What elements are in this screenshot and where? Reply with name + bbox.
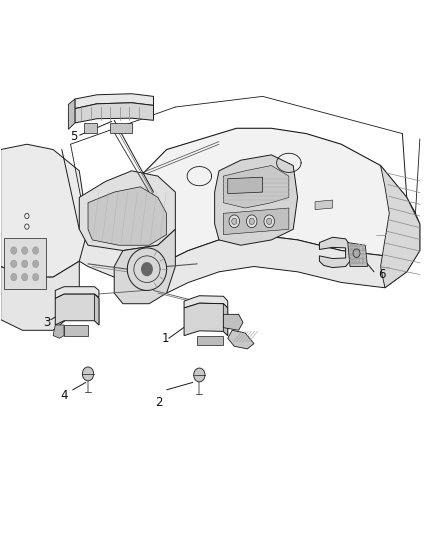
Circle shape: [194, 368, 205, 382]
Circle shape: [229, 215, 240, 228]
Polygon shape: [79, 171, 175, 251]
Circle shape: [267, 218, 272, 224]
Polygon shape: [228, 330, 254, 349]
Polygon shape: [184, 296, 228, 308]
Polygon shape: [223, 304, 228, 336]
Bar: [354, 248, 357, 251]
Polygon shape: [381, 165, 420, 288]
Circle shape: [249, 218, 254, 224]
Bar: [354, 244, 357, 247]
Polygon shape: [4, 238, 46, 289]
Polygon shape: [95, 294, 99, 325]
Polygon shape: [348, 243, 367, 266]
Bar: [354, 257, 357, 260]
Circle shape: [32, 247, 39, 254]
Circle shape: [264, 215, 275, 228]
Text: 6: 6: [378, 268, 386, 281]
Bar: [354, 253, 357, 255]
Bar: [350, 244, 353, 247]
Polygon shape: [319, 237, 350, 268]
Polygon shape: [223, 208, 289, 235]
Circle shape: [11, 247, 17, 254]
Circle shape: [21, 260, 28, 268]
Circle shape: [247, 215, 257, 228]
Bar: [358, 253, 360, 255]
Bar: [362, 248, 364, 251]
Polygon shape: [223, 165, 289, 208]
Circle shape: [11, 273, 17, 281]
Bar: [362, 244, 364, 247]
Bar: [362, 253, 364, 255]
Polygon shape: [79, 229, 385, 293]
Text: 2: 2: [155, 395, 162, 409]
Circle shape: [142, 263, 152, 276]
Polygon shape: [223, 314, 243, 330]
Bar: [358, 261, 360, 264]
Circle shape: [11, 260, 17, 268]
Polygon shape: [79, 128, 416, 261]
Circle shape: [353, 249, 360, 257]
Polygon shape: [64, 325, 88, 336]
Polygon shape: [315, 200, 332, 209]
Polygon shape: [1, 261, 79, 330]
Polygon shape: [1, 144, 88, 277]
Bar: [350, 261, 353, 264]
Text: 3: 3: [43, 316, 51, 329]
Text: 1: 1: [161, 332, 169, 345]
Polygon shape: [88, 187, 166, 245]
Circle shape: [82, 367, 94, 381]
Text: 5: 5: [70, 130, 77, 143]
Polygon shape: [68, 99, 75, 130]
Bar: [354, 261, 357, 264]
Bar: [350, 248, 353, 251]
Polygon shape: [114, 229, 175, 304]
Bar: [358, 257, 360, 260]
Bar: [358, 248, 360, 251]
Circle shape: [21, 273, 28, 281]
Circle shape: [232, 218, 237, 224]
Polygon shape: [53, 325, 64, 338]
Bar: [358, 244, 360, 247]
Bar: [350, 253, 353, 255]
Circle shape: [21, 247, 28, 254]
Polygon shape: [75, 103, 153, 123]
Polygon shape: [55, 287, 99, 298]
Polygon shape: [385, 213, 420, 288]
Bar: [350, 257, 353, 260]
Polygon shape: [84, 123, 97, 133]
Polygon shape: [184, 303, 228, 336]
Polygon shape: [55, 294, 99, 325]
Circle shape: [32, 260, 39, 268]
Polygon shape: [75, 94, 153, 109]
Polygon shape: [228, 177, 263, 193]
Text: 4: 4: [61, 389, 68, 402]
Circle shape: [32, 273, 39, 281]
Polygon shape: [215, 155, 297, 245]
Bar: [362, 257, 364, 260]
Polygon shape: [197, 336, 223, 345]
Polygon shape: [110, 123, 132, 133]
Bar: [362, 261, 364, 264]
